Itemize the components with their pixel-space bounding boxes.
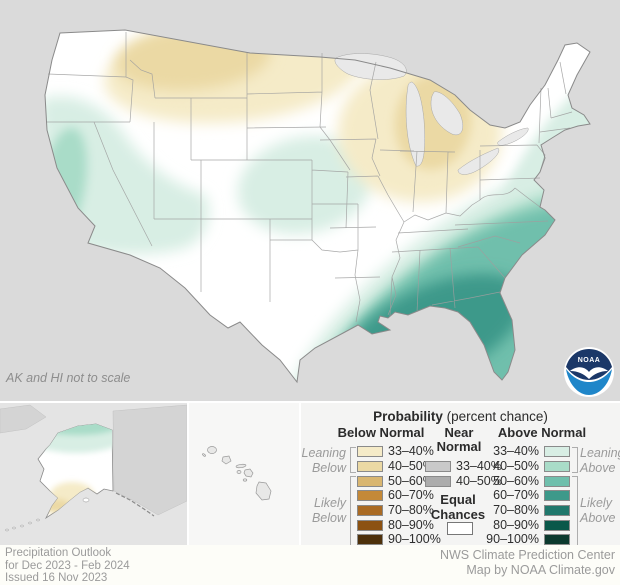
bracket-leaning-above bbox=[572, 447, 578, 473]
label-likely-below: Likely Below bbox=[311, 496, 346, 525]
swatch-equal-chances bbox=[447, 522, 473, 535]
legend-row-above-80: 80–90% bbox=[481, 518, 570, 532]
swatch-below-80 bbox=[357, 519, 383, 531]
swatch-above-60 bbox=[544, 489, 570, 501]
equal-chances-label: Equal Chances bbox=[430, 492, 486, 522]
island-oahu bbox=[221, 455, 232, 465]
outlook-caption: Precipitation Outlook for Dec 2023 - Feb… bbox=[5, 547, 130, 585]
swatch-near-40 bbox=[425, 475, 451, 487]
swatch-above-70 bbox=[544, 504, 570, 516]
swatch-above-50 bbox=[544, 475, 570, 487]
legend-row-above-40: 40–50% bbox=[481, 459, 570, 473]
lake-huron bbox=[430, 91, 463, 136]
island-lanai bbox=[236, 470, 242, 474]
swatch-below-40 bbox=[357, 460, 383, 472]
legend-row-below-90: 90–100% bbox=[357, 532, 441, 546]
credit-caption: NWS Climate Prediction Center Map by NOA… bbox=[440, 548, 615, 578]
state-borders bbox=[46, 32, 573, 323]
credit-line2: Map by NOAA Climate.gov bbox=[466, 562, 615, 577]
island-niihau bbox=[202, 453, 206, 457]
legend-row-above-50: 50–60% bbox=[481, 474, 570, 488]
noaa-logo: NOAA bbox=[563, 346, 615, 398]
noaa-logo-svg: NOAA bbox=[564, 347, 614, 397]
noaa-logo-text: NOAA bbox=[578, 357, 601, 364]
legend-header-above: Above Normal bbox=[497, 425, 587, 440]
russia-landmass bbox=[0, 404, 47, 434]
swatch-below-70 bbox=[357, 504, 383, 516]
conus-map-svg bbox=[0, 0, 620, 401]
legend-row-near-33: 33–40% bbox=[425, 459, 502, 473]
alaska-inset-svg bbox=[0, 403, 188, 545]
swatch-below-33 bbox=[357, 445, 383, 457]
legend-row-above-90: 90–100% bbox=[481, 532, 570, 546]
legend-header-below: Below Normal bbox=[337, 425, 425, 440]
label-likely-above: Likely Above bbox=[580, 496, 616, 525]
legend-row-below-80: 80–90% bbox=[357, 518, 434, 532]
island-molokai bbox=[235, 463, 247, 469]
bracket-likely-below bbox=[350, 476, 356, 546]
aleutian-islands bbox=[5, 497, 90, 532]
swatch-below-50 bbox=[357, 475, 383, 487]
alaska-inset bbox=[0, 403, 188, 545]
hawaii-islands bbox=[202, 446, 272, 501]
legend-row-below-33: 33–40% bbox=[357, 444, 434, 458]
swatch-above-90 bbox=[544, 533, 570, 545]
hawaii-inset-svg bbox=[189, 403, 299, 545]
alaska-panhandle bbox=[115, 492, 155, 517]
lake-ontario bbox=[497, 127, 529, 146]
lake-erie bbox=[457, 147, 500, 175]
hawaii-inset bbox=[189, 403, 299, 545]
legend-row-near-40: 40–50% bbox=[425, 474, 502, 488]
lake-michigan bbox=[405, 81, 425, 167]
bracket-likely-above bbox=[572, 476, 578, 546]
footer: Precipitation Outlook for Dec 2023 - Feb… bbox=[0, 545, 620, 585]
noaa-logo-gull bbox=[570, 367, 608, 379]
great-lakes bbox=[334, 53, 529, 175]
legend-row-above-60: 60–70% bbox=[481, 488, 570, 502]
legend-row-above-33: 33–40% bbox=[481, 444, 570, 458]
credit-line1: NWS Climate Prediction Center bbox=[439, 548, 615, 562]
island-maui bbox=[243, 468, 254, 478]
label-leaning-above: Leaning Above bbox=[580, 446, 620, 475]
noaa-logo-blue bbox=[566, 369, 612, 395]
hawaii-ocean bbox=[189, 403, 299, 545]
swatch-above-80 bbox=[544, 519, 570, 531]
outlook-caption-line2: for Dec 2023 - Feb 2024 bbox=[5, 559, 130, 572]
region-above-33-plains bbox=[237, 135, 373, 235]
legend-row-below-50: 50–60% bbox=[357, 474, 434, 488]
label-leaning-below: Leaning Below bbox=[301, 446, 347, 475]
legend: Probability (percent chance) Below Norma… bbox=[301, 403, 620, 546]
island-hawaii bbox=[255, 481, 272, 501]
swatch-near-33 bbox=[425, 460, 451, 472]
noaa-logo-navy bbox=[566, 349, 612, 380]
island-kahoolawe bbox=[242, 478, 248, 482]
us-outline bbox=[44, 29, 591, 384]
outlook-caption-line1: Precipitation Outlook bbox=[5, 547, 112, 559]
legend-row-below-70: 70–80% bbox=[357, 503, 434, 517]
swatch-above-33 bbox=[544, 445, 570, 457]
legend-row-below-60: 60–70% bbox=[357, 488, 434, 502]
swatch-below-90 bbox=[357, 533, 383, 545]
legend-title: Probability (percent chance) bbox=[373, 409, 548, 424]
outlook-caption-line3: Issued 16 Nov 2023 bbox=[5, 572, 108, 585]
swatch-below-60 bbox=[357, 489, 383, 501]
legend-header-near: Near Normal bbox=[436, 425, 482, 455]
legend-row-above-70: 70–80% bbox=[481, 503, 570, 517]
bracket-leaning-below bbox=[350, 447, 356, 473]
island-kauai bbox=[207, 446, 217, 454]
legend-row-below-40: 40–50% bbox=[357, 459, 434, 473]
conus-map bbox=[0, 0, 620, 401]
swatch-above-40 bbox=[544, 460, 570, 472]
scale-note: AK and HI not to scale bbox=[6, 371, 131, 385]
